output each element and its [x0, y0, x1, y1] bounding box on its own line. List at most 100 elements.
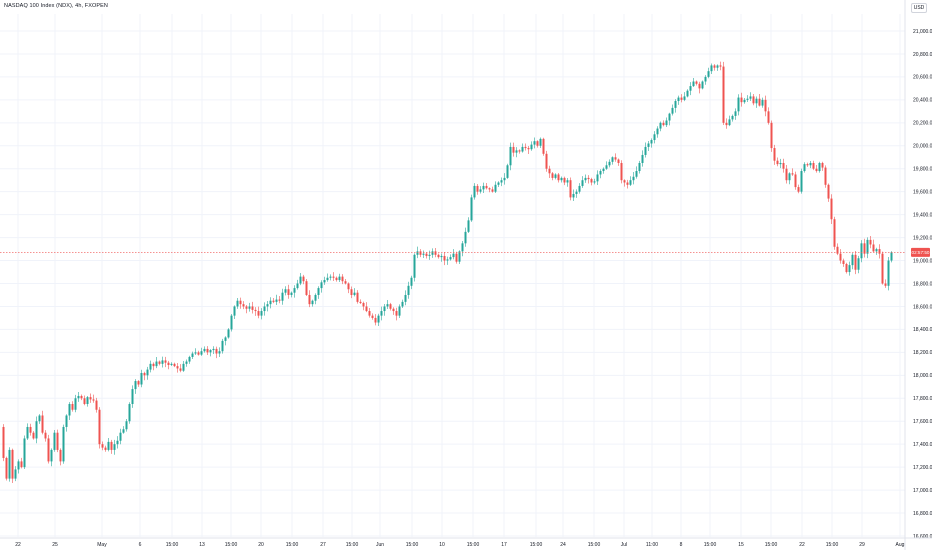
candle-body: [425, 253, 428, 256]
candle-body: [716, 65, 719, 68]
candle-body: [548, 168, 551, 174]
candle-body: [275, 299, 278, 302]
candle-body: [869, 239, 872, 245]
candle-body: [629, 180, 632, 185]
candle-body: [566, 180, 569, 183]
candle-body: [233, 306, 236, 316]
candle-body: [209, 350, 212, 353]
candle-body: [98, 409, 101, 445]
candle-body: [356, 292, 359, 302]
currency-button[interactable]: USD: [911, 3, 927, 13]
candle-body: [383, 306, 386, 312]
time-tick-label: Aug: [896, 542, 905, 548]
time-tick-label: 8: [680, 542, 683, 548]
candle-body: [113, 444, 116, 450]
candle-body: [311, 300, 314, 305]
candle-body: [437, 254, 440, 258]
candle-body: [368, 311, 371, 316]
candle-body: [104, 447, 107, 450]
candle-body: [92, 399, 95, 401]
candle-body: [515, 150, 518, 153]
candle-body: [251, 306, 254, 310]
candle-body: [287, 289, 290, 295]
candle-body: [32, 432, 35, 439]
candle-body: [770, 122, 773, 149]
candle-body: [74, 398, 77, 410]
candle-body: [266, 304, 269, 307]
candle-body: [68, 404, 71, 416]
candle-body: [155, 361, 158, 367]
candle-body: [557, 174, 560, 181]
candle-body: [857, 258, 860, 270]
candle-body: [290, 292, 293, 295]
time-tick-label: 15:00: [704, 542, 717, 548]
candle-body: [404, 294, 407, 302]
candle-body: [584, 177, 587, 181]
candle-body: [845, 263, 848, 273]
price-tick-label: 17,200.0: [913, 465, 932, 471]
chart-title: NASDAQ 100 Index (NDX), 4h, FXOPEN: [4, 3, 108, 9]
candle-body: [446, 259, 449, 261]
price-axis[interactable]: 16,600.0 16,800.0 17,000.0 17,200.0 17,400.0…: [904, 0, 932, 550]
time-tick-label: 22: [15, 542, 21, 548]
candle-body: [77, 395, 80, 399]
candle-body: [725, 122, 728, 126]
candle-body: [389, 304, 392, 309]
candle-body: [680, 97, 683, 100]
candle-body: [380, 311, 383, 316]
candle-body: [785, 168, 788, 181]
time-tick-label: Jun: [376, 542, 384, 548]
candle-body: [230, 315, 233, 330]
candle-body: [83, 398, 86, 405]
candle-body: [743, 99, 746, 103]
candle-body: [773, 148, 776, 161]
time-tick-label: 15: [738, 542, 744, 548]
candle-body: [539, 138, 542, 146]
time-tick-label: 17: [501, 542, 507, 548]
candle-body: [125, 421, 128, 430]
price-tick-label: 20,600.0: [913, 75, 932, 81]
candle-body: [719, 65, 722, 67]
candle-body: [338, 276, 341, 281]
candle-body: [605, 165, 608, 169]
candle-body: [260, 311, 263, 316]
candle-body: [164, 360, 167, 363]
candle-body: [452, 253, 455, 258]
candle-body: [20, 461, 23, 468]
candle-body: [176, 366, 179, 369]
candle-body: [248, 306, 251, 309]
candle-body: [398, 306, 401, 316]
candle-body: [815, 168, 818, 172]
candle-body: [254, 309, 257, 312]
candle-body: [350, 289, 353, 295]
candle-body: [731, 115, 734, 120]
candle-body: [257, 311, 260, 316]
time-tick-label: 24: [560, 542, 566, 548]
candle-body: [824, 167, 827, 185]
candle-body: [470, 197, 473, 221]
candle-body: [479, 189, 482, 192]
candle-body: [38, 415, 41, 422]
candle-body: [308, 294, 311, 305]
candle-body: [449, 257, 452, 260]
candle-body: [278, 299, 281, 301]
candle-body: [536, 141, 539, 146]
candle-body: [596, 174, 599, 182]
candle-body: [50, 449, 53, 462]
time-axis[interactable]: 22 25 May 6 15:00 13 15:00 20 15:00 27 15:00 Jun 15:…: [0, 537, 932, 548]
candle-body: [365, 306, 368, 312]
candle-body: [707, 71, 710, 77]
candle-body: [758, 98, 761, 106]
candle-body: [704, 76, 707, 82]
candle-body: [362, 303, 365, 307]
candle-body: [749, 96, 752, 99]
candle-body: [674, 101, 677, 108]
time-tick-label: 20: [258, 542, 264, 548]
candle-body: [626, 182, 629, 185]
candle-body: [188, 356, 191, 362]
time-tick-label: 29: [859, 542, 865, 548]
candle-body: [854, 254, 857, 270]
candle-body: [503, 177, 506, 181]
